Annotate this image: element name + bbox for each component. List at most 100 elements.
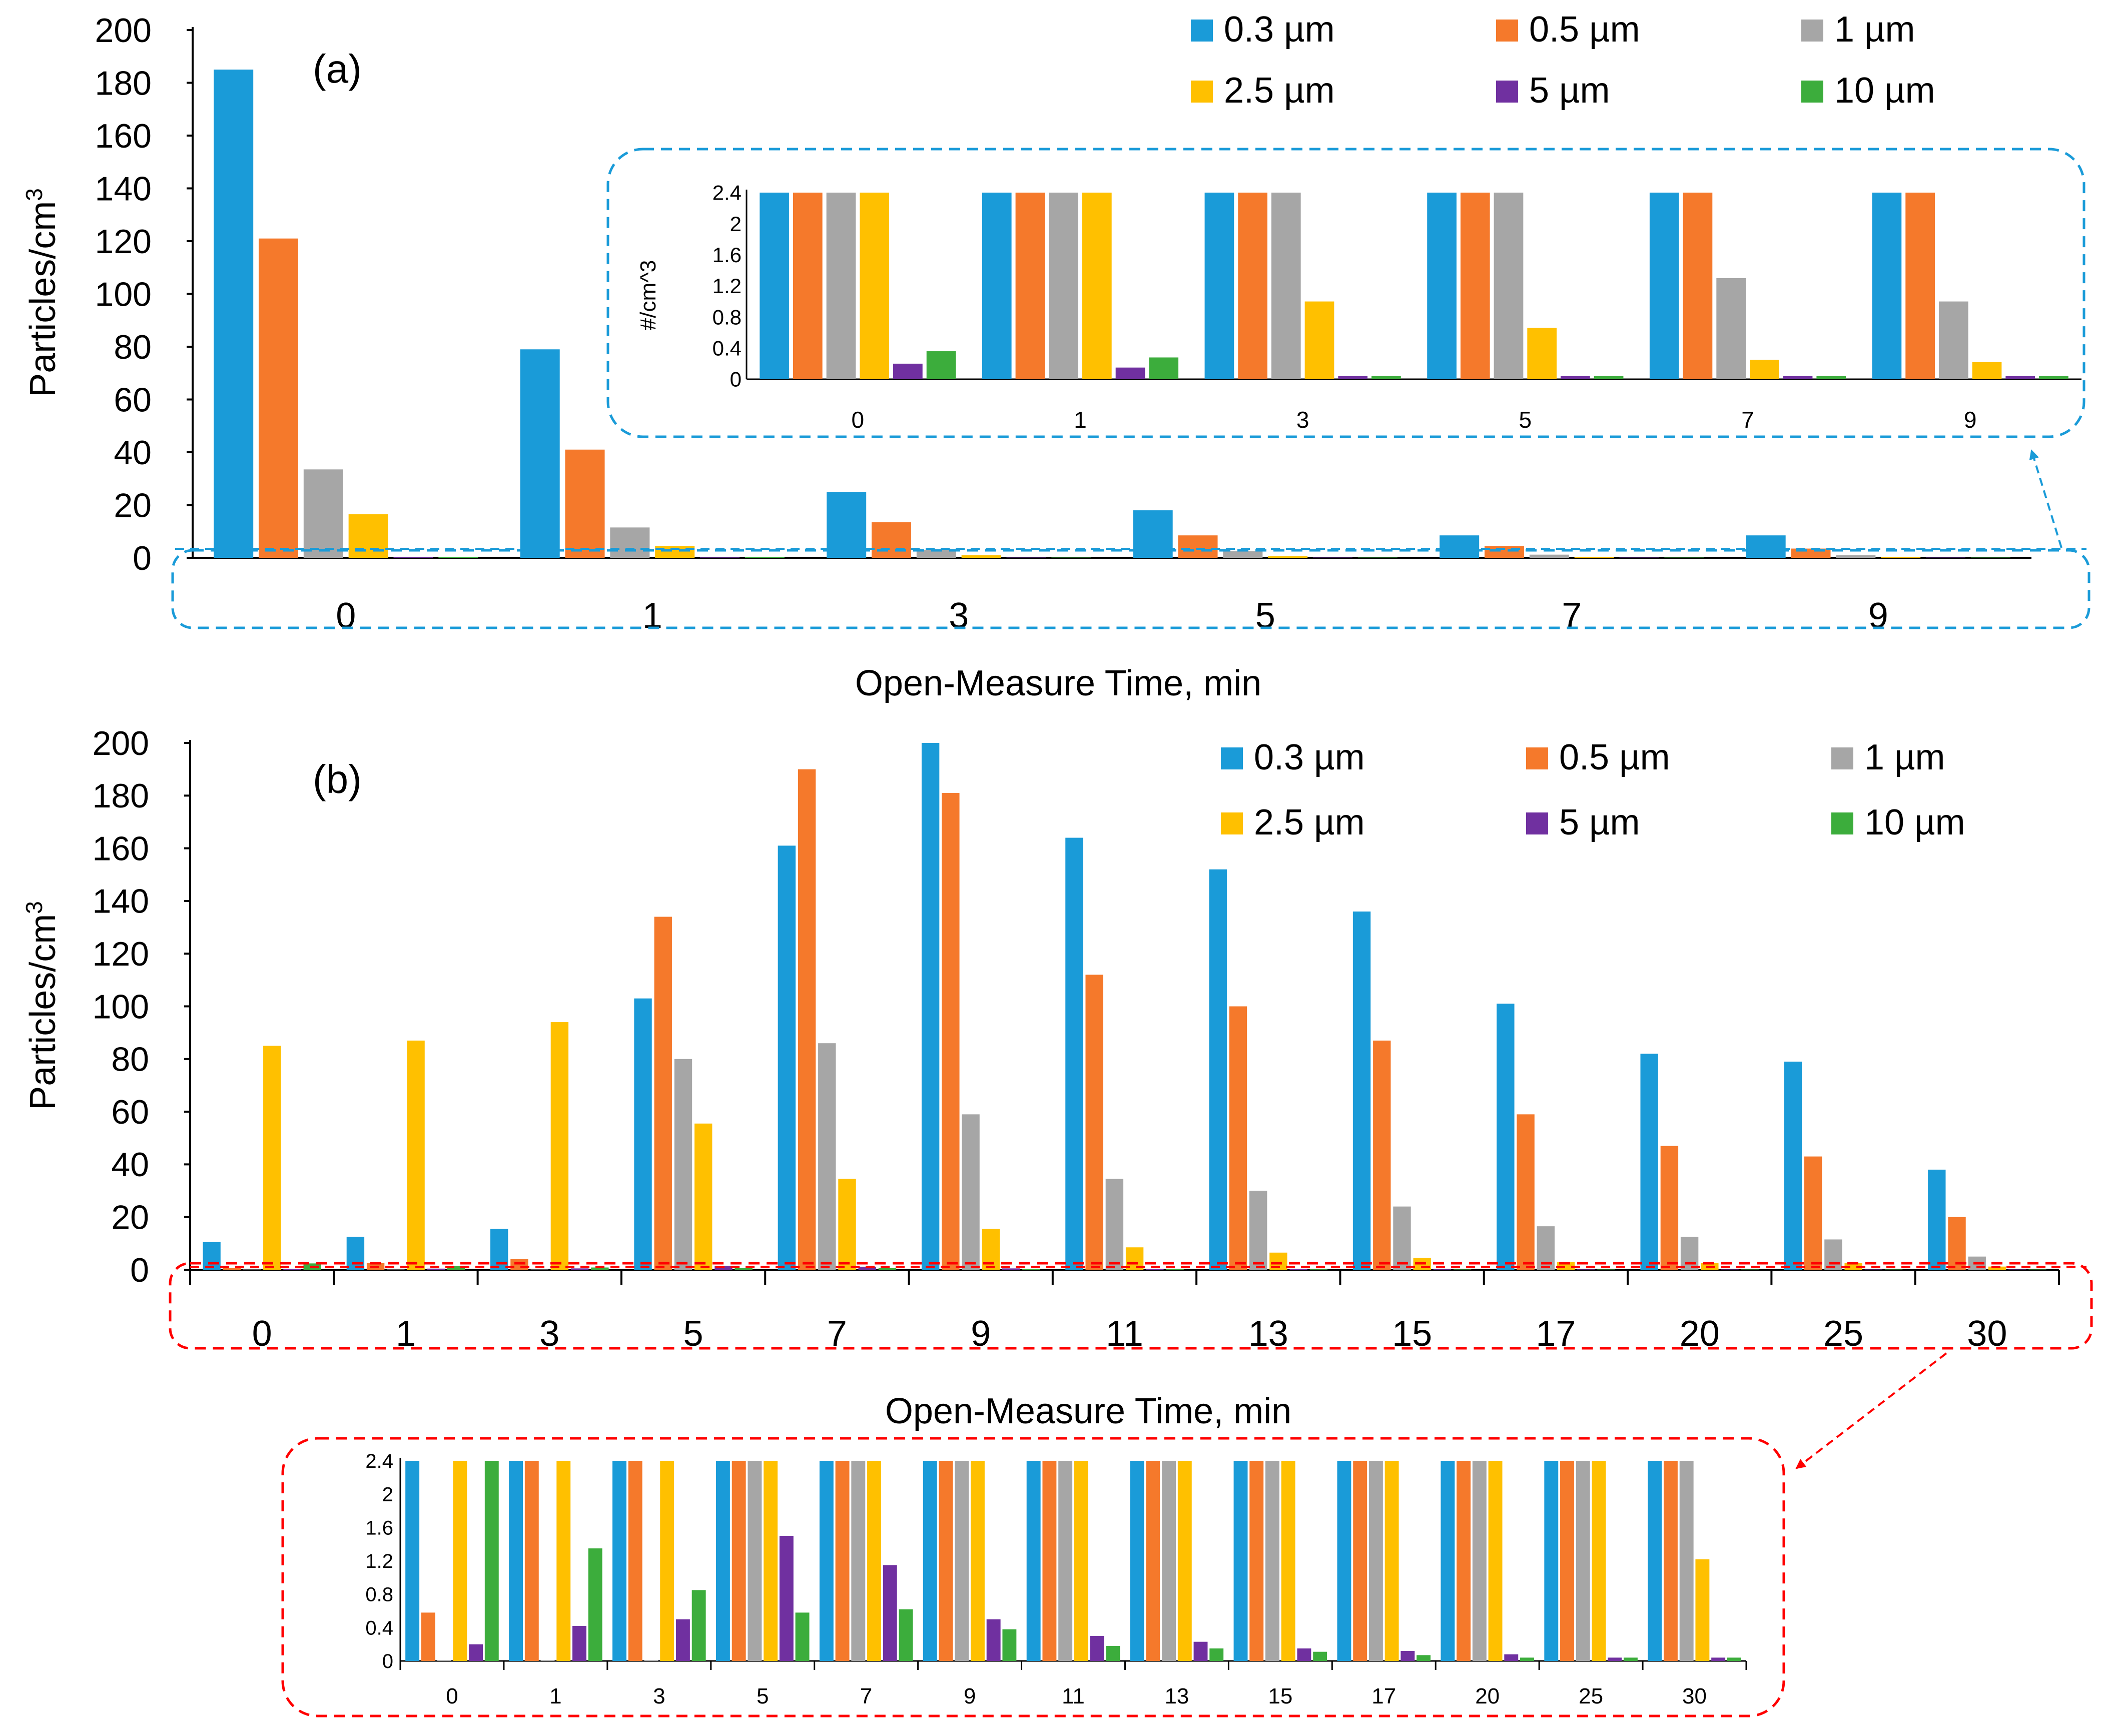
panel-b-inset-y-tick-label: 0.4 bbox=[365, 1617, 393, 1639]
panel-a-region-box bbox=[171, 549, 2090, 629]
panel-b-y-tick-label: 0 bbox=[130, 1251, 149, 1289]
panel-a-inset-x-tick-label: 9 bbox=[1964, 407, 1977, 433]
panel-b-inset-bar bbox=[883, 1565, 897, 1661]
panel-b-inset-bar bbox=[405, 1461, 420, 1661]
panel-a-x-tick-label: 7 bbox=[1562, 596, 1582, 636]
panel-b-bar bbox=[654, 917, 672, 1270]
panel-b-bars bbox=[203, 743, 2046, 1270]
legend-label: 5 µm bbox=[1529, 71, 1610, 111]
panel-b-inset-bar bbox=[764, 1461, 778, 1661]
panel-b-inset-x-tick-label: 25 bbox=[1579, 1684, 1603, 1708]
panel-a-legend: 0.3 µm 0.5 µm 1 µm 2.5 µm 5 µm 10 µm bbox=[1191, 10, 1935, 111]
panel-a-bar bbox=[1223, 551, 1263, 558]
legend-swatch bbox=[1191, 20, 1213, 42]
panel-b-y-tick-label: 40 bbox=[111, 1146, 149, 1184]
panel-a-x-axis-label: Open-Measure Time, min bbox=[855, 663, 1261, 703]
panel-a-inset-bar bbox=[1783, 376, 1813, 379]
panel-b-inset-bar bbox=[1608, 1657, 1622, 1661]
panel-a-inset-x-tick-label: 0 bbox=[852, 407, 865, 433]
panel-b-bar bbox=[1680, 1237, 1699, 1270]
panel-a-inset-bar bbox=[1494, 193, 1524, 379]
panel-b-inset-bar bbox=[1457, 1461, 1471, 1661]
panel-a-inset: 0 0.4 0.8 1.2 1.6 2 2.4 0 1 3 5 7 9 #/cm^3 bbox=[636, 181, 2081, 433]
panel-a-inset-bar bbox=[1872, 193, 1902, 379]
panel-a-inset-bar bbox=[793, 193, 823, 379]
panel-a-y-tick-label: 0 bbox=[133, 539, 152, 577]
legend-swatch bbox=[1221, 747, 1243, 769]
panel-a-inset-x-tick-label: 3 bbox=[1296, 407, 1309, 433]
panel-a-inset-bar bbox=[1238, 193, 1267, 379]
panel-b-bar bbox=[263, 1046, 281, 1270]
panel-a-inset-bar bbox=[1816, 376, 1846, 379]
panel-b-bar bbox=[1085, 975, 1103, 1270]
panel-b-inset-bar bbox=[1520, 1657, 1534, 1661]
panel-b-bar bbox=[735, 1268, 753, 1270]
panel-a-bar bbox=[1484, 546, 1525, 558]
panel-b-inset-bar bbox=[986, 1619, 1001, 1661]
superscript-3: 3 bbox=[21, 901, 47, 914]
panel-a-inset-y-tick-label: 1.2 bbox=[713, 274, 742, 298]
panel-a-inset-bar bbox=[982, 193, 1012, 379]
panel-a-bar bbox=[961, 555, 1001, 558]
panel-b-inset-bar bbox=[1695, 1559, 1710, 1661]
panel-b-inset-bar bbox=[1504, 1654, 1519, 1661]
panel-a-inset-bar bbox=[1015, 193, 1045, 379]
panel-b-bar bbox=[283, 1269, 301, 1270]
panel-b-bar bbox=[427, 1268, 445, 1270]
panel-b-bar bbox=[942, 793, 960, 1270]
panel-b-inset-bar bbox=[819, 1461, 834, 1661]
panel-b-bar bbox=[1453, 1269, 1472, 1270]
panel-a-y-tick-label: 180 bbox=[95, 64, 152, 102]
panel-b-bar bbox=[1289, 1269, 1307, 1270]
panel-b-inset-bar bbox=[851, 1461, 866, 1661]
panel-b-inset-bar bbox=[1472, 1461, 1487, 1661]
panel-a-inset-bar bbox=[860, 193, 890, 379]
panel-b-inset-x-tick-label: 0 bbox=[446, 1684, 458, 1708]
panel-b-inset-x-tick-label: 5 bbox=[757, 1684, 769, 1708]
panel-b-bar bbox=[838, 1179, 856, 1270]
panel-a-inset-bar bbox=[1371, 376, 1401, 379]
superscript-3: 3 bbox=[21, 188, 47, 201]
panel-b-inset-bar bbox=[1313, 1651, 1327, 1661]
panel-b-bar bbox=[1433, 1269, 1452, 1270]
panel-b-inset-x-tick-label: 30 bbox=[1682, 1684, 1707, 1708]
panel-b-inset-bar bbox=[779, 1536, 794, 1661]
legend-swatch bbox=[1526, 812, 1548, 834]
panel-b-bar bbox=[818, 1043, 836, 1270]
legend-swatch bbox=[1801, 81, 1823, 103]
panel-a-inset-bar bbox=[1527, 328, 1557, 379]
panel-b-inset-bar bbox=[437, 1660, 451, 1661]
panel-a-label: (a) bbox=[313, 47, 362, 91]
panel-a-inset-y-tick-label: 2 bbox=[730, 212, 742, 236]
panel-a-bar bbox=[1178, 535, 1218, 558]
panel-b-inset-axes: 00.40.81.21.622.40 1 3 5 7 9 11 13 15 17 20 25 30 bbox=[365, 1450, 1747, 1708]
panel-b-inset-bar bbox=[1090, 1636, 1104, 1661]
panel-a-inset-bar bbox=[1338, 376, 1368, 379]
panel-b-inset-bar bbox=[1130, 1461, 1144, 1661]
panel-b-bar bbox=[1824, 1239, 1842, 1270]
panel-b-y-tick-label: 120 bbox=[93, 935, 149, 973]
panel-a-bar bbox=[827, 492, 867, 558]
panel-b-bar bbox=[346, 1237, 365, 1270]
panel-b-bar bbox=[715, 1266, 733, 1270]
panel-b-inset-bar bbox=[1281, 1461, 1295, 1661]
panel-b-inset-bar bbox=[556, 1461, 571, 1661]
panel-a-inset-bar bbox=[1149, 357, 1179, 379]
panel-b-inset-bar bbox=[1353, 1461, 1367, 1661]
legend-swatch bbox=[1801, 20, 1823, 42]
panel-a-bars bbox=[214, 70, 2010, 558]
panel-b-inset-bar bbox=[588, 1548, 602, 1661]
panel-b-inset-y-tick-label: 0.8 bbox=[365, 1584, 393, 1606]
panel-b-bar bbox=[570, 1268, 589, 1270]
panel-b-bar bbox=[1352, 911, 1371, 1270]
panel-b-inset-bar bbox=[1368, 1461, 1383, 1661]
panel-a-inset-bar bbox=[760, 193, 789, 379]
panel-b-inset-bar bbox=[1384, 1461, 1399, 1661]
panel-b-bar bbox=[878, 1268, 897, 1270]
panel-a-bar bbox=[393, 557, 433, 558]
panel-b-inset-bar bbox=[1074, 1461, 1088, 1661]
panel-b-bar bbox=[1948, 1217, 1966, 1270]
panel-b-inset-bar bbox=[955, 1461, 969, 1661]
